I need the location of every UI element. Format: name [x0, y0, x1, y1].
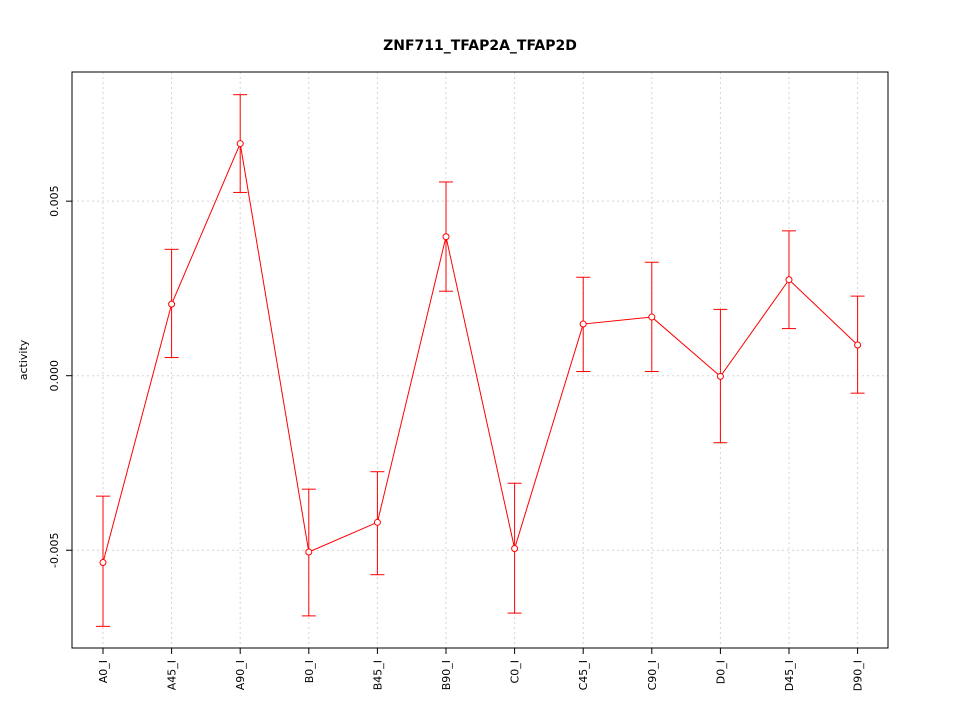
data-point: [648, 313, 656, 321]
grid-layer: [72, 72, 888, 648]
x-tick-label: A0_I: [97, 660, 110, 683]
data-point: [579, 320, 587, 328]
x-tick-label: B90_I: [440, 660, 453, 690]
data-point: [716, 372, 724, 380]
data-point: [99, 558, 107, 566]
y-tick-label: -0.005: [48, 533, 61, 568]
data-point: [168, 300, 176, 308]
data-point: [785, 276, 793, 284]
plot-frame: [71, 71, 889, 649]
data-point: [305, 548, 313, 556]
data-point: [373, 518, 381, 526]
data-point: [442, 233, 450, 241]
y-tick-label: 0.005: [48, 185, 61, 217]
data-point: [854, 341, 862, 349]
chart-title: ZNF711_TFAP2A_TFAP2D: [383, 38, 577, 54]
x-tick-label: C0_I: [509, 660, 522, 683]
x-tick-label: D45_I: [783, 660, 796, 691]
x-tick-label: A90_I: [234, 660, 247, 690]
series-line: [102, 141, 858, 563]
x-tick-label: A45_I: [166, 660, 179, 690]
x-tick-label: B45_I: [371, 660, 384, 690]
y-tick-label: 0.000: [48, 360, 61, 392]
x-tick-label: B0_I: [303, 660, 316, 683]
axis-layer: [71, 71, 889, 649]
x-tick-label: C90_I: [646, 660, 659, 690]
x-tick-label: D0_I: [714, 660, 727, 684]
series-layer: [96, 94, 865, 627]
x-tick-label: C45_I: [577, 660, 590, 690]
data-point: [511, 545, 519, 553]
x-tick-label: D90_I: [852, 660, 865, 691]
y-axis-label: activity: [17, 339, 30, 380]
data-point: [236, 140, 244, 148]
ticks-layer: -0.005 0.000 0.005 A0_I A45_I A90_I B0_I B45_I B…: [48, 185, 865, 691]
